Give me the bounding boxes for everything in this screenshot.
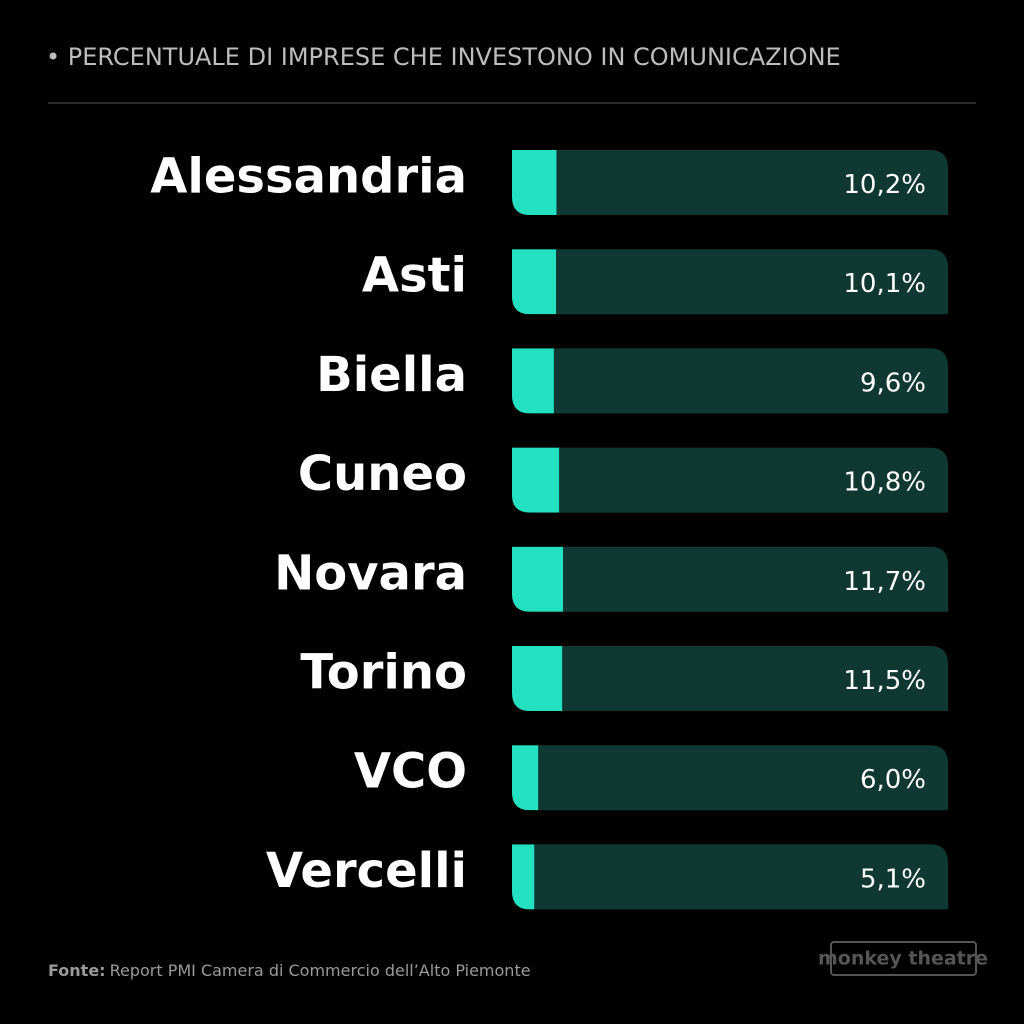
bar-track [512,348,948,414]
bar [512,348,554,414]
chart-title: • PERCENTUALE DI IMPRESE CHE INVESTONO I… [46,43,841,71]
bar-track [512,646,948,711]
bar [512,646,563,711]
bar-track [512,546,948,612]
value-label: 6,0% [860,765,926,795]
brand: monkey theatre [818,948,988,970]
value-label: 11,7% [843,567,926,597]
category-label: Torino [300,645,467,701]
category-label: Novara [274,545,467,601]
bar [512,447,560,513]
bar [512,546,564,612]
bar-track [512,150,948,215]
brand-box [830,941,977,976]
source: Fonte: Report PMI Camera di Commercio del… [48,961,531,980]
bar-track [512,844,948,910]
value-label: 10,8% [843,468,926,498]
value-label: 9,6% [860,368,926,398]
value-label: 5,1% [860,864,926,894]
bar [512,150,557,215]
category-label: Cuneo [298,446,467,502]
category-label: Alessandria [150,149,467,205]
bar-track [512,249,948,315]
bar-track [512,745,948,811]
value-label: 10,2% [843,170,926,200]
source-label: Fonte: [48,961,106,980]
value-label: 11,5% [843,666,926,696]
category-label: VCO [354,744,467,800]
category-label: Vercelli [266,843,467,899]
bar-track [512,447,948,513]
category-label: Asti [362,248,467,304]
value-label: 10,1% [843,269,926,299]
category-label: Biella [316,347,467,403]
bar [512,844,535,910]
source-text: Report PMI Camera di Commercio dell’Alto… [110,961,531,980]
bar [512,745,539,811]
bar [512,249,557,315]
